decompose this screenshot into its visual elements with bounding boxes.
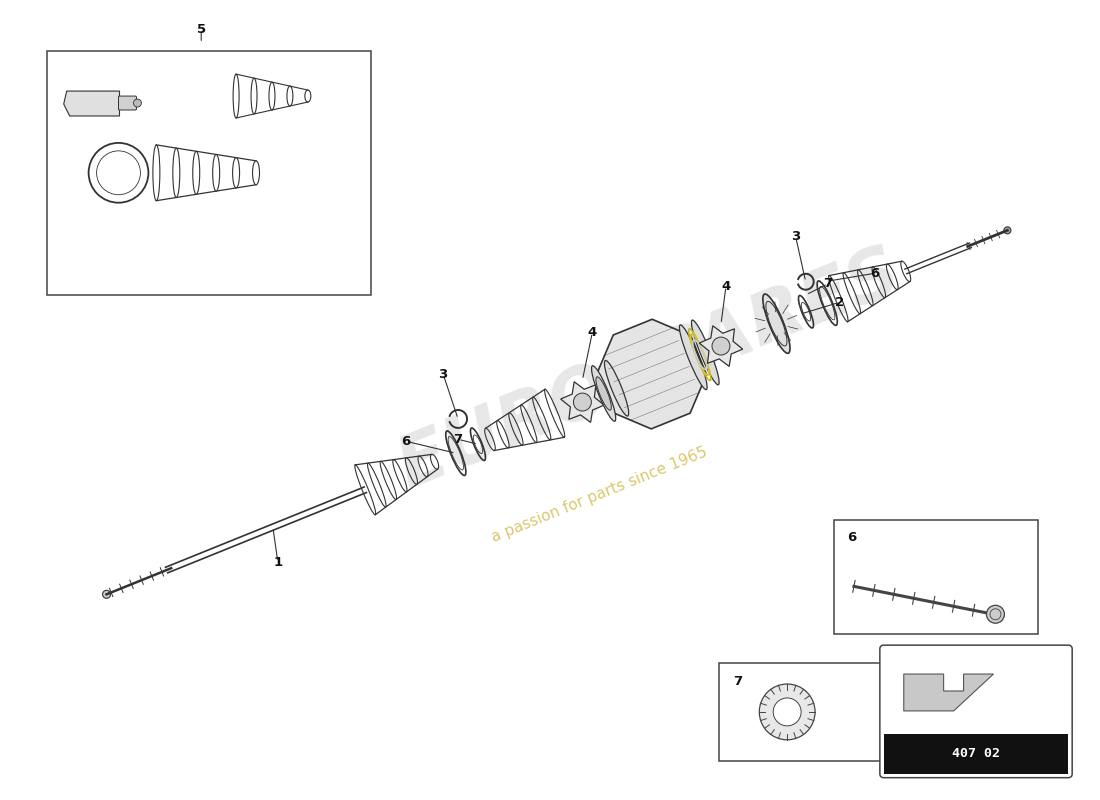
Circle shape xyxy=(773,698,801,726)
Circle shape xyxy=(1004,227,1011,234)
Text: 4: 4 xyxy=(587,326,597,339)
Text: 6: 6 xyxy=(847,531,857,544)
Ellipse shape xyxy=(692,320,719,385)
Ellipse shape xyxy=(596,377,612,410)
Ellipse shape xyxy=(680,325,707,390)
Text: EUROSPARES: EUROSPARES xyxy=(388,238,911,502)
Bar xyxy=(719,663,883,761)
Text: 3: 3 xyxy=(791,230,801,243)
Text: 3: 3 xyxy=(439,368,448,381)
Text: 7: 7 xyxy=(453,433,463,446)
Text: 4: 4 xyxy=(722,280,730,293)
Text: 5: 5 xyxy=(197,22,206,36)
Circle shape xyxy=(133,99,142,107)
Ellipse shape xyxy=(605,361,629,416)
Polygon shape xyxy=(597,319,706,429)
Bar xyxy=(883,734,1068,774)
Text: 1: 1 xyxy=(273,555,283,569)
Polygon shape xyxy=(700,326,743,366)
Bar xyxy=(47,51,371,295)
Bar xyxy=(834,519,1038,634)
FancyBboxPatch shape xyxy=(880,645,1072,778)
Polygon shape xyxy=(561,382,604,422)
Polygon shape xyxy=(64,91,120,116)
Ellipse shape xyxy=(762,294,790,354)
FancyBboxPatch shape xyxy=(119,96,136,110)
Circle shape xyxy=(759,684,815,740)
Text: 7: 7 xyxy=(823,278,833,290)
Text: 6: 6 xyxy=(870,266,880,280)
Circle shape xyxy=(712,337,730,355)
Circle shape xyxy=(987,606,1004,623)
Circle shape xyxy=(573,393,592,411)
Text: 407 02: 407 02 xyxy=(952,747,1000,760)
Text: a passion for parts since 1965: a passion for parts since 1965 xyxy=(490,444,710,545)
Polygon shape xyxy=(904,674,993,711)
Ellipse shape xyxy=(592,366,616,422)
Text: 7: 7 xyxy=(733,674,741,687)
Text: 6: 6 xyxy=(402,434,410,448)
Circle shape xyxy=(102,590,110,598)
Text: 2: 2 xyxy=(835,296,844,309)
